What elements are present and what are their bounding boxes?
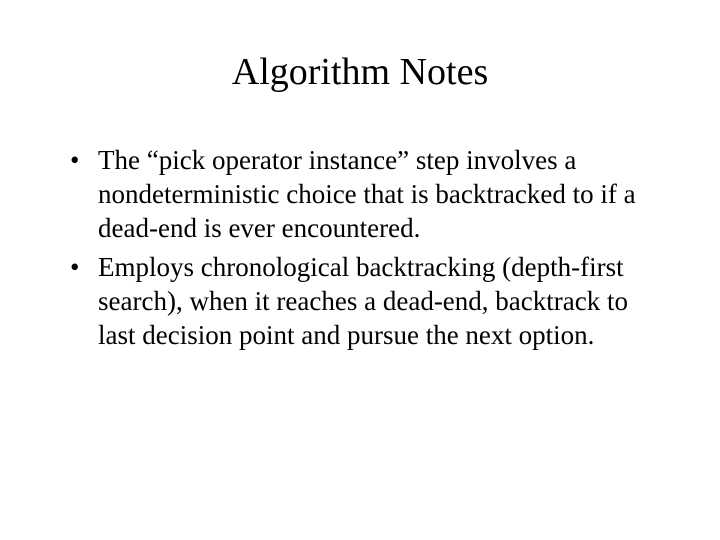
bullet-list: The “pick operator instance” step involv… (50, 144, 670, 353)
bullet-item: The “pick operator instance” step involv… (70, 144, 670, 245)
slide-title: Algorithm Notes (50, 50, 670, 94)
bullet-item: Employs chronological backtracking (dept… (70, 251, 670, 352)
